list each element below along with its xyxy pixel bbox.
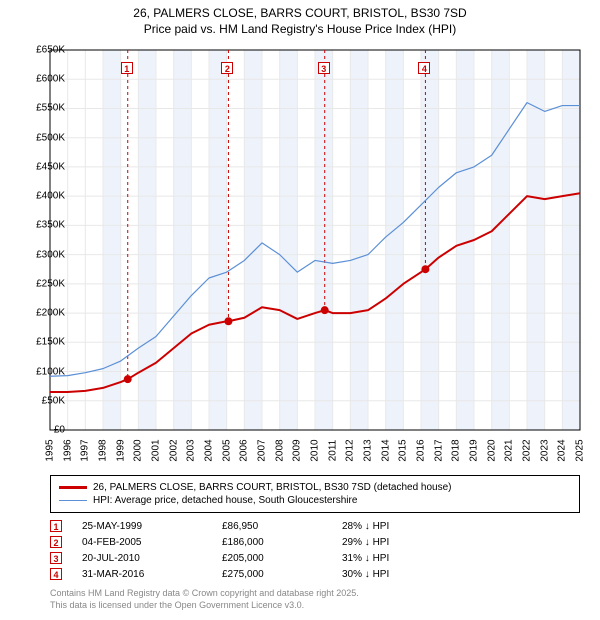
x-tick-label: 2009 <box>292 439 303 461</box>
x-tick-label: 2021 <box>504 439 515 461</box>
transaction-delta: 29% ↓ HPI <box>342 537 442 548</box>
y-tick-label: £300K <box>15 249 65 260</box>
x-tick-label: 2025 <box>575 439 586 461</box>
chart-container: 26, PALMERS CLOSE, BARRS COURT, BRISTOL,… <box>0 0 600 620</box>
chart-marker-4: 4 <box>418 62 430 74</box>
transaction-date: 31-MAR-2016 <box>82 569 222 580</box>
x-tick-label: 1997 <box>80 439 91 461</box>
legend-swatch-hpi <box>59 500 87 502</box>
transaction-date: 25-MAY-1999 <box>82 521 222 532</box>
transactions-table: 1 25-MAY-1999 £86,950 28% ↓ HPI 2 04-FEB… <box>50 518 442 582</box>
x-tick-label: 2004 <box>204 439 215 461</box>
x-tick-label: 2001 <box>151 439 162 461</box>
chart-marker-2: 2 <box>221 62 233 74</box>
x-tick-label: 2022 <box>522 439 533 461</box>
footer-attribution: Contains HM Land Registry data © Crown c… <box>50 588 359 611</box>
transaction-price: £186,000 <box>222 537 342 548</box>
transaction-row: 3 20-JUL-2010 £205,000 31% ↓ HPI <box>50 550 442 566</box>
transaction-price: £275,000 <box>222 569 342 580</box>
chart-marker-1: 1 <box>121 62 133 74</box>
transaction-price: £205,000 <box>222 553 342 564</box>
x-tick-label: 2006 <box>239 439 250 461</box>
transaction-row: 4 31-MAR-2016 £275,000 30% ↓ HPI <box>50 566 442 582</box>
y-tick-label: £200K <box>15 308 65 319</box>
x-tick-label: 1996 <box>62 439 73 461</box>
footer-line-2: This data is licensed under the Open Gov… <box>50 600 359 612</box>
legend-label-hpi: HPI: Average price, detached house, Sout… <box>93 495 357 506</box>
legend: 26, PALMERS CLOSE, BARRS COURT, BRISTOL,… <box>50 475 580 513</box>
y-tick-label: £150K <box>15 337 65 348</box>
x-tick-label: 1998 <box>98 439 109 461</box>
y-tick-label: £400K <box>15 191 65 202</box>
x-tick-label: 2012 <box>345 439 356 461</box>
transaction-row: 2 04-FEB-2005 £186,000 29% ↓ HPI <box>50 534 442 550</box>
transaction-delta: 30% ↓ HPI <box>342 569 442 580</box>
x-tick-label: 2016 <box>416 439 427 461</box>
transaction-row: 1 25-MAY-1999 £86,950 28% ↓ HPI <box>50 518 442 534</box>
x-tick-label: 2017 <box>433 439 444 461</box>
x-tick-label: 2018 <box>451 439 462 461</box>
transaction-marker-3: 3 <box>50 552 62 564</box>
y-tick-label: £450K <box>15 161 65 172</box>
chart-marker-3: 3 <box>318 62 330 74</box>
x-tick-label: 2007 <box>257 439 268 461</box>
x-tick-label: 2013 <box>363 439 374 461</box>
x-tick-label: 2002 <box>168 439 179 461</box>
y-tick-label: £350K <box>15 220 65 231</box>
y-tick-label: £650K <box>15 45 65 56</box>
x-tick-label: 2000 <box>133 439 144 461</box>
x-tick-label: 2010 <box>310 439 321 461</box>
x-tick-label: 2003 <box>186 439 197 461</box>
x-tick-label: 2015 <box>398 439 409 461</box>
y-tick-label: £500K <box>15 132 65 143</box>
transaction-marker-4: 4 <box>50 568 62 580</box>
legend-item-hpi: HPI: Average price, detached house, Sout… <box>59 495 571 506</box>
x-tick-label: 2023 <box>539 439 550 461</box>
x-tick-label: 2024 <box>557 439 568 461</box>
x-tick-label: 2014 <box>380 439 391 461</box>
plot-svg <box>0 0 600 470</box>
legend-item-property: 26, PALMERS CLOSE, BARRS COURT, BRISTOL,… <box>59 482 571 493</box>
transaction-date: 04-FEB-2005 <box>82 537 222 548</box>
transaction-marker-2: 2 <box>50 536 62 548</box>
transaction-delta: 31% ↓ HPI <box>342 553 442 564</box>
x-tick-label: 2005 <box>221 439 232 461</box>
y-tick-label: £600K <box>15 74 65 85</box>
y-tick-label: £250K <box>15 278 65 289</box>
legend-swatch-property <box>59 486 87 489</box>
x-tick-label: 2019 <box>469 439 480 461</box>
legend-label-property: 26, PALMERS CLOSE, BARRS COURT, BRISTOL,… <box>93 482 452 493</box>
y-tick-label: £550K <box>15 103 65 114</box>
x-tick-label: 2011 <box>327 440 338 462</box>
transaction-delta: 28% ↓ HPI <box>342 521 442 532</box>
x-tick-label: 2020 <box>486 439 497 461</box>
x-tick-label: 1995 <box>45 439 56 461</box>
footer-line-1: Contains HM Land Registry data © Crown c… <box>50 588 359 600</box>
x-tick-label: 2008 <box>274 439 285 461</box>
transaction-date: 20-JUL-2010 <box>82 553 222 564</box>
transaction-marker-1: 1 <box>50 520 62 532</box>
x-tick-label: 1999 <box>115 439 126 461</box>
transaction-price: £86,950 <box>222 521 342 532</box>
y-tick-label: £0 <box>15 425 65 436</box>
y-tick-label: £100K <box>15 366 65 377</box>
y-tick-label: £50K <box>15 395 65 406</box>
